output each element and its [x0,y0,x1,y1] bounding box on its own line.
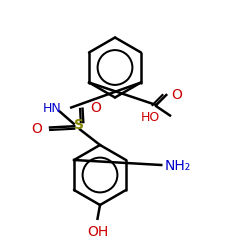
Text: HN: HN [42,102,61,115]
Text: HO: HO [141,111,160,124]
Text: OH: OH [87,225,108,239]
Text: S: S [74,118,84,132]
Text: O: O [90,100,101,114]
Text: NH₂: NH₂ [165,159,191,173]
Text: O: O [171,88,182,102]
Text: O: O [32,122,42,136]
